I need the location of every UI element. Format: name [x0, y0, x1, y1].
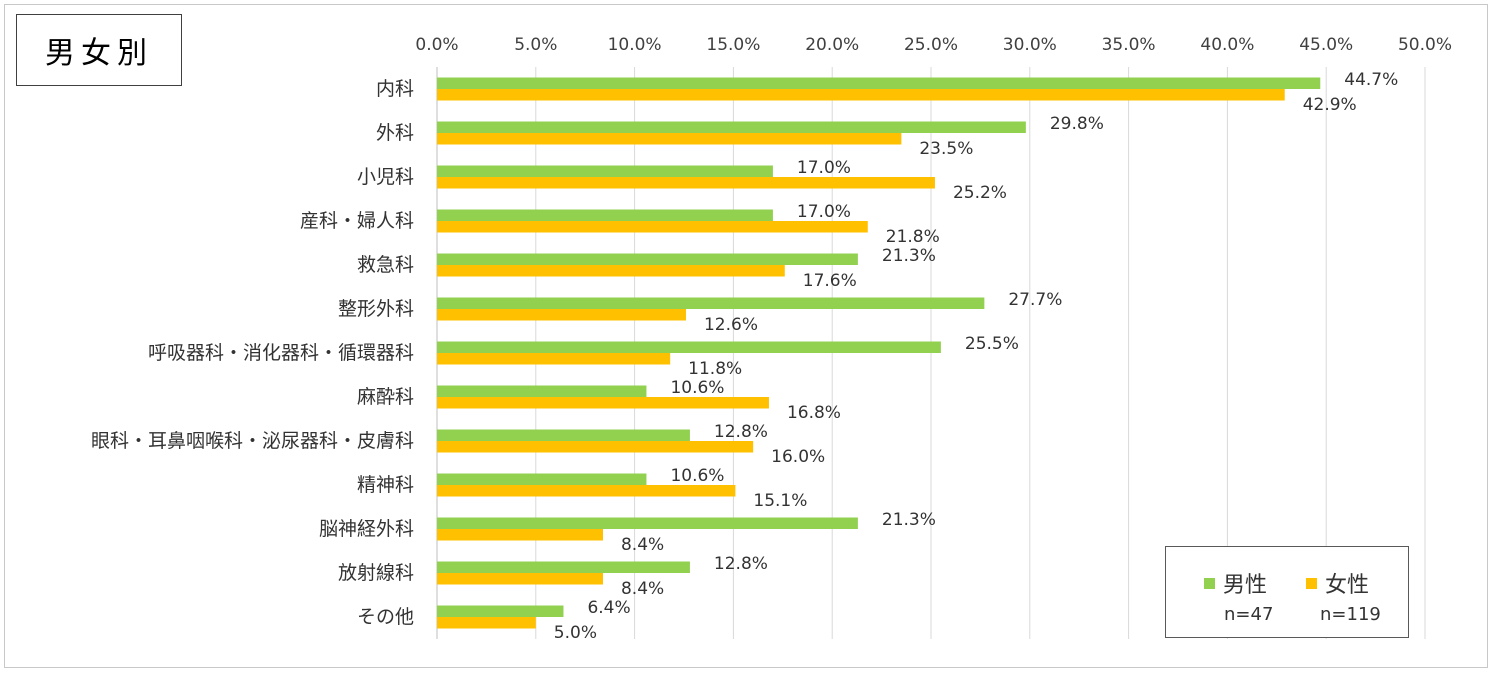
bar-male [437, 561, 690, 573]
data-label-female: 16.0% [771, 447, 825, 467]
data-label-male: 27.7% [1008, 290, 1062, 310]
data-label-male: 21.3% [882, 246, 936, 266]
bar-female [437, 309, 686, 321]
legend-n-female: n=119 [1320, 604, 1381, 625]
data-label-male: 25.5% [965, 334, 1019, 354]
data-label-female: 25.2% [953, 183, 1007, 203]
legend-swatch-female [1306, 577, 1317, 589]
bar-female [437, 397, 769, 409]
category-label: 内科 [376, 78, 414, 100]
data-label-female: 16.8% [787, 403, 841, 423]
x-tick-label: 25.0% [904, 35, 958, 55]
data-label-female: 23.5% [919, 139, 973, 159]
data-label-male: 10.6% [670, 466, 724, 486]
bar-female [437, 353, 671, 365]
x-tick-label: 10.0% [608, 35, 662, 55]
x-tick-label: 40.0% [1200, 35, 1254, 55]
category-label: 放射線科 [338, 562, 414, 584]
data-label-male: 10.6% [670, 378, 724, 398]
category-label: 脳神経外科 [319, 518, 414, 540]
data-label-female: 12.6% [704, 315, 758, 335]
data-label-male: 17.0% [797, 202, 851, 222]
legend-item-male: 男性 [1204, 567, 1267, 599]
data-label-male: 17.0% [797, 158, 851, 178]
legend-label-female: 女性 [1325, 573, 1370, 598]
category-label: その他 [357, 606, 414, 628]
category-label: 救急科 [357, 254, 414, 276]
x-tick-label: 15.0% [706, 35, 760, 55]
x-tick-label: 45.0% [1299, 35, 1353, 55]
bar-male [437, 121, 1026, 133]
data-label-female: 11.8% [688, 359, 742, 379]
category-label: 小児科 [357, 166, 414, 188]
x-tick-label: 5.0% [514, 35, 557, 55]
data-label-female: 8.4% [621, 535, 664, 555]
data-label-female: 8.4% [621, 579, 664, 599]
data-label-female: 17.6% [803, 271, 857, 291]
data-label-male: 44.7% [1344, 70, 1398, 90]
x-tick-label: 50.0% [1398, 35, 1452, 55]
bar-female [437, 177, 935, 189]
data-label-male: 21.3% [882, 510, 936, 530]
bar-male [437, 429, 690, 441]
legend-label-male: 男性 [1223, 573, 1268, 598]
category-label: 麻酔科 [357, 386, 414, 408]
bar-male [437, 77, 1321, 89]
category-label: 外科 [376, 122, 414, 144]
bar-male [437, 209, 773, 221]
bar-female [437, 89, 1285, 101]
legend-n-male: n=47 [1224, 604, 1274, 625]
bar-male [437, 297, 985, 309]
data-label-male: 12.8% [714, 422, 768, 442]
data-label-male: 29.8% [1050, 114, 1104, 134]
chart-title: 男女別 [45, 36, 153, 71]
category-label: 整形外科 [338, 298, 414, 320]
bar-female [437, 617, 536, 629]
bar-female [437, 573, 603, 585]
x-tick-label: 0.0% [415, 35, 458, 55]
legend-item-female: 女性 [1306, 567, 1369, 599]
bar-female [437, 221, 868, 233]
data-label-female: 15.1% [753, 491, 807, 511]
bar-male [437, 253, 858, 265]
bar-male [437, 165, 773, 177]
category-label: 精神科 [357, 474, 414, 496]
bar-male [437, 473, 647, 485]
category-label: 眼科・耳鼻咽喉科・泌尿器科・皮膚科 [91, 430, 414, 452]
bar-male [437, 605, 564, 617]
x-tick-label: 30.0% [1003, 35, 1057, 55]
bar-male [437, 341, 941, 353]
x-tick-label: 20.0% [805, 35, 859, 55]
bar-female [437, 265, 785, 277]
data-label-female: 42.9% [1303, 95, 1357, 115]
bar-male [437, 385, 647, 397]
data-label-female: 5.0% [554, 623, 597, 643]
chart-title-box: 男女別 [16, 14, 182, 86]
bar-male [437, 517, 858, 529]
data-label-male: 6.4% [587, 598, 630, 618]
data-label-male: 12.8% [714, 554, 768, 574]
data-label-female: 21.8% [886, 227, 940, 247]
bar-female [437, 441, 754, 453]
x-tick-label: 35.0% [1102, 35, 1156, 55]
legend-swatch-male [1204, 577, 1215, 589]
category-label: 呼吸器科・消化器科・循環器科 [148, 342, 414, 364]
legend: 男性 n=47 女性 n=119 [1165, 546, 1409, 638]
bar-female [437, 485, 736, 497]
category-label: 産科・婦人科 [300, 210, 414, 232]
bar-female [437, 529, 603, 541]
bar-female [437, 133, 902, 145]
